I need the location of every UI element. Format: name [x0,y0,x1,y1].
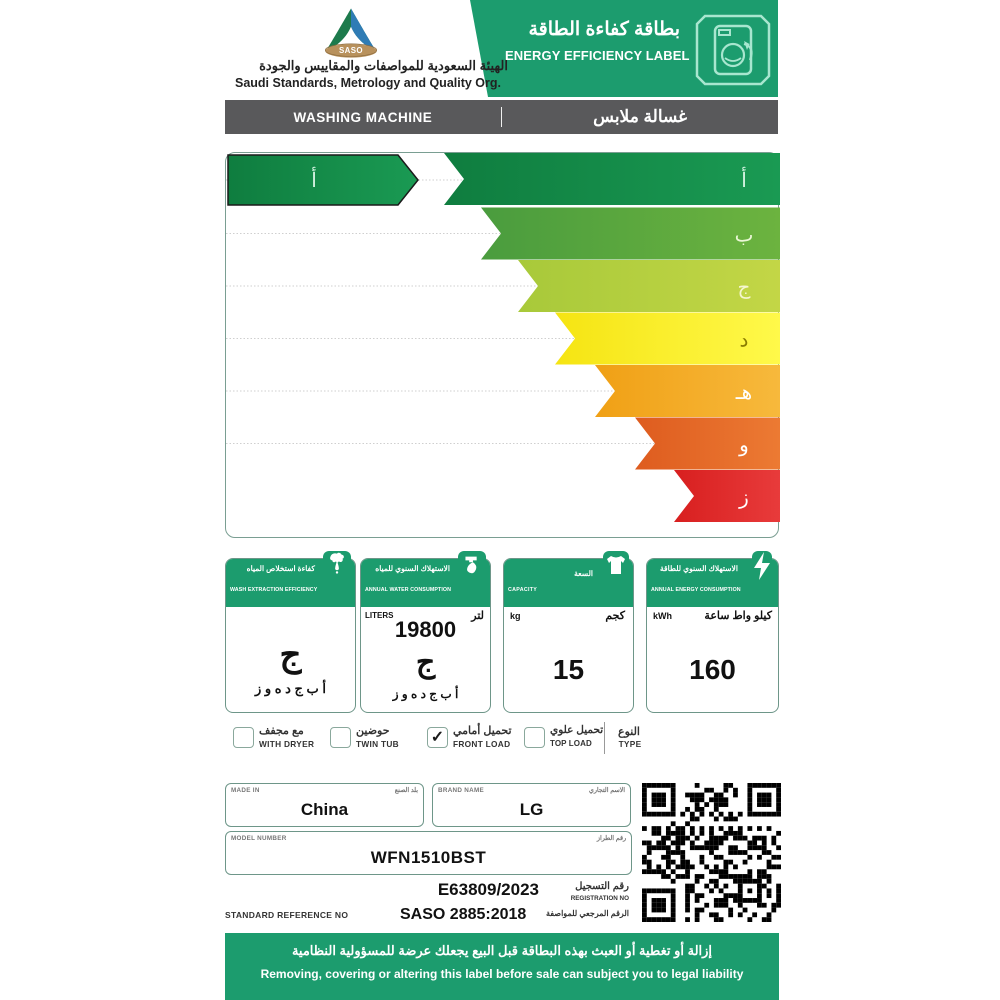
svg-text:SASO: SASO [339,46,363,55]
svg-text:أ: أ [311,166,317,192]
svg-text:أ: أ [741,166,747,192]
svg-text:ج: ج [738,277,751,299]
svg-text:ب: ب [735,225,754,247]
svg-text:هـ: هـ [735,382,752,404]
svg-text:د: د [740,330,749,352]
svg-text:ز: ز [738,487,749,509]
svg-text:و: و [738,435,749,457]
